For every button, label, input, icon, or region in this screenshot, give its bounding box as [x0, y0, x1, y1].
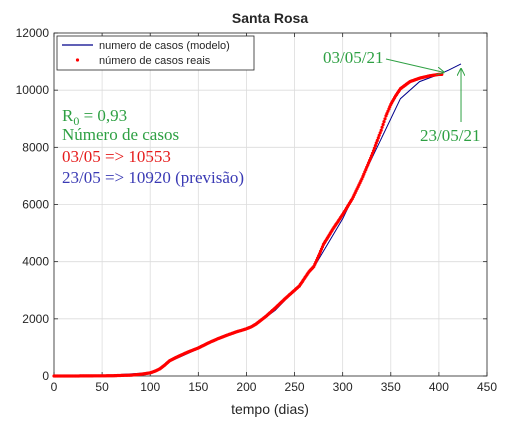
- arrow-label-actual: 03/05/21: [323, 48, 383, 67]
- x-tick-label: 300: [333, 380, 353, 394]
- y-tick-label: 12000: [16, 26, 50, 40]
- x-tick-label: 350: [381, 380, 401, 394]
- annotation-r0: R0 = 0,93: [62, 106, 127, 128]
- data-point-actual: [377, 133, 381, 137]
- data-point-actual: [372, 146, 376, 150]
- data-point-actual: [440, 72, 444, 76]
- legend-label-actual: número de casos reais: [99, 55, 211, 67]
- y-tick-label: 4000: [22, 255, 49, 269]
- data-point-actual: [382, 120, 386, 124]
- x-tick-label: 450: [477, 380, 497, 394]
- legend: numero de casos (modelo) número de casos…: [56, 35, 255, 71]
- data-point-actual: [378, 131, 382, 135]
- y-tick-label: 8000: [22, 140, 49, 154]
- x-tick-label: 0: [51, 380, 58, 394]
- data-point-actual: [383, 117, 387, 121]
- annotation-block: R0 = 0,93 Número de casos 03/05 => 10553…: [62, 106, 244, 187]
- y-tick-label: 10000: [16, 83, 50, 97]
- legend-label-model: numero de casos (modelo): [99, 40, 230, 52]
- axis-ticks: 0 50 100 150 200 250 300 350 400 450 0 2000 4000 6000…: [16, 26, 498, 394]
- data-point-actual: [374, 141, 378, 145]
- legend-swatch-actual: [75, 58, 80, 62]
- x-tick-label: 250: [285, 380, 305, 394]
- data-point-actual: [370, 151, 375, 155]
- data-point-actual: [373, 144, 377, 148]
- chart-title: Santa Rosa: [232, 10, 308, 26]
- annotation-actual-cases: 03/05 => 10553: [62, 147, 171, 166]
- x-tick-label: 400: [429, 380, 449, 394]
- data-point-actual: [371, 149, 376, 153]
- arrow-label-forecast: 23/05/21: [420, 126, 480, 145]
- annotation-cases-heading: Número de casos: [62, 125, 179, 144]
- legend-box: [56, 35, 255, 71]
- x-axis-label: tempo (dias): [231, 401, 309, 417]
- series-group: [52, 63, 462, 378]
- data-point-actual: [375, 138, 379, 143]
- arrow-annotations: [385, 58, 461, 122]
- arrow-actual: [385, 58, 444, 72]
- annotation-forecast-cases: 23/05 => 10920 (previsão): [62, 168, 244, 187]
- x-tick-label: 200: [236, 380, 256, 394]
- x-tick-label: 150: [188, 380, 208, 394]
- data-point-actual: [380, 125, 384, 129]
- y-tick-label: 2000: [22, 312, 49, 326]
- y-tick-label: 0: [42, 369, 49, 383]
- data-point-actual: [369, 154, 374, 158]
- data-point-actual: [379, 128, 383, 132]
- y-tick-label: 6000: [22, 198, 49, 212]
- data-point-actual: [381, 122, 385, 127]
- x-tick-label: 50: [95, 380, 109, 394]
- x-tick-label: 100: [140, 380, 160, 394]
- data-point-actual: [376, 136, 380, 140]
